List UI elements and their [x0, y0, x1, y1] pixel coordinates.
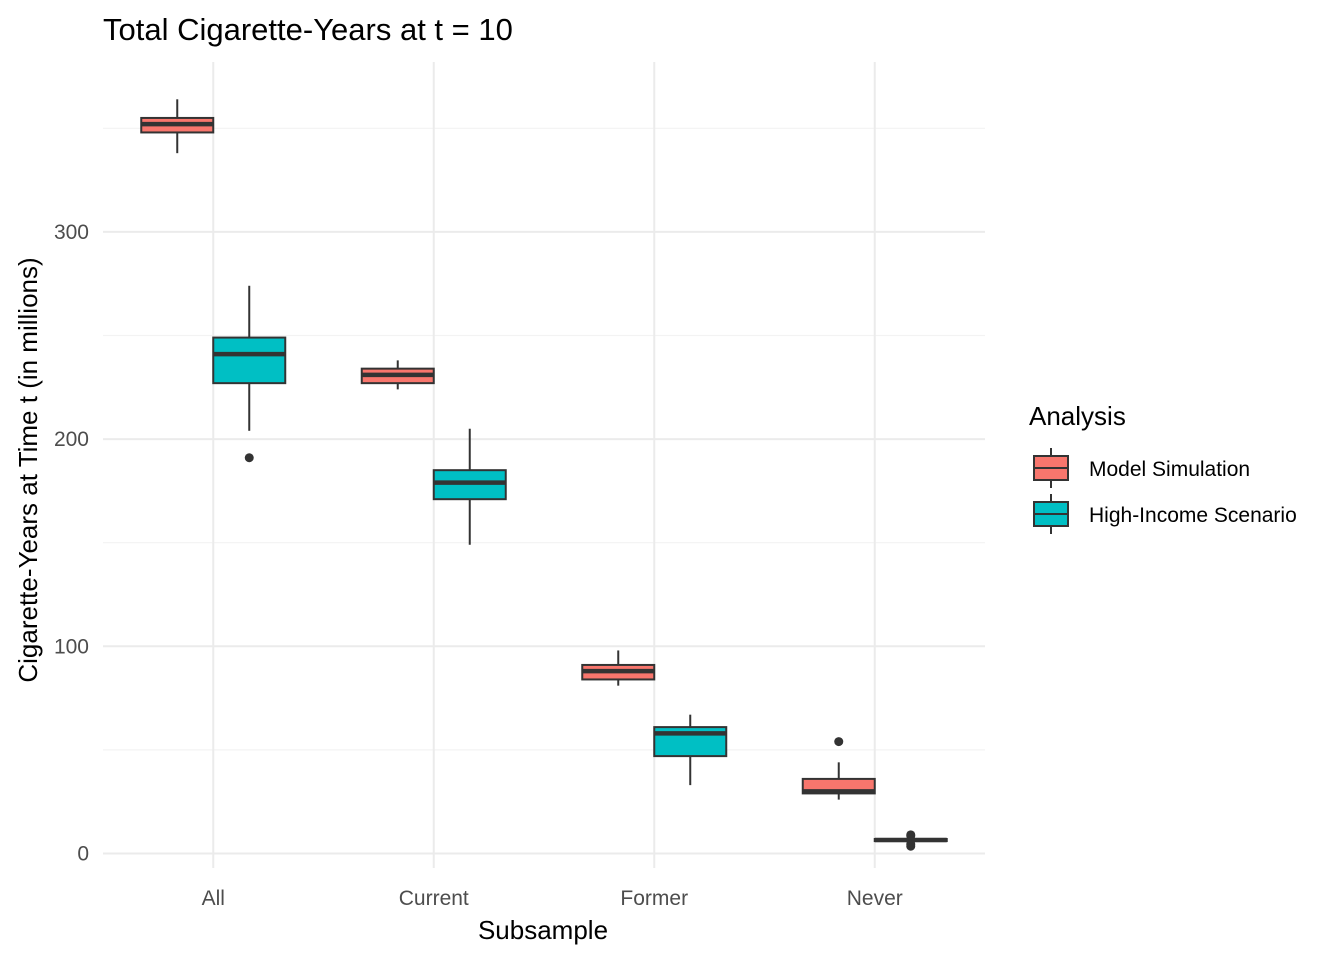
y-tick-label: 200: [54, 428, 89, 451]
box-model-simulation-all: [140, 99, 215, 154]
x-tick-label: Former: [620, 887, 688, 910]
x-tick-label: Current: [399, 887, 469, 910]
y-tick-label: 300: [54, 221, 89, 244]
chart-title: Total Cigarette-Years at t = 10: [103, 12, 513, 47]
legend-label: Model Simulation: [1089, 458, 1250, 481]
y-axis-title: Cigarette-Years at Time t (in millions): [13, 257, 43, 682]
legend: Analysis Model Simulation High-Income Sce…: [1029, 401, 1297, 534]
y-tick-label: 100: [54, 635, 89, 658]
y-tick-label: 0: [77, 842, 89, 865]
box-high-income-scenario-current: [432, 428, 507, 545]
box-model-simulation-never: [801, 737, 876, 800]
box-high-income-scenario-never: [873, 830, 948, 851]
axis-layer: Total Cigarette-Years at t = 10 Subsampl…: [13, 12, 903, 945]
x-axis-title: Subsample: [478, 915, 608, 945]
box-high-income-scenario-former: [653, 714, 728, 786]
x-tick-label: Never: [847, 887, 903, 910]
grid-layer: [103, 62, 985, 868]
outlier-point: [834, 737, 844, 747]
outlier-point: [906, 830, 916, 840]
legend-item-high-income-scenario: High-Income Scenario: [1033, 494, 1297, 534]
box-model-simulation-former: [581, 650, 656, 686]
legend-item-model-simulation: Model Simulation: [1033, 448, 1250, 488]
outlier-point: [244, 453, 254, 463]
legend-label: High-Income Scenario: [1089, 504, 1297, 527]
box-high-income-scenario-all: [212, 285, 287, 463]
x-tick-label: All: [202, 887, 225, 910]
box-layer: [140, 99, 948, 851]
legend-title: Analysis: [1029, 401, 1126, 431]
box-body: [212, 336, 287, 385]
outlier-point: [906, 839, 916, 849]
box-model-simulation-current: [360, 360, 435, 390]
